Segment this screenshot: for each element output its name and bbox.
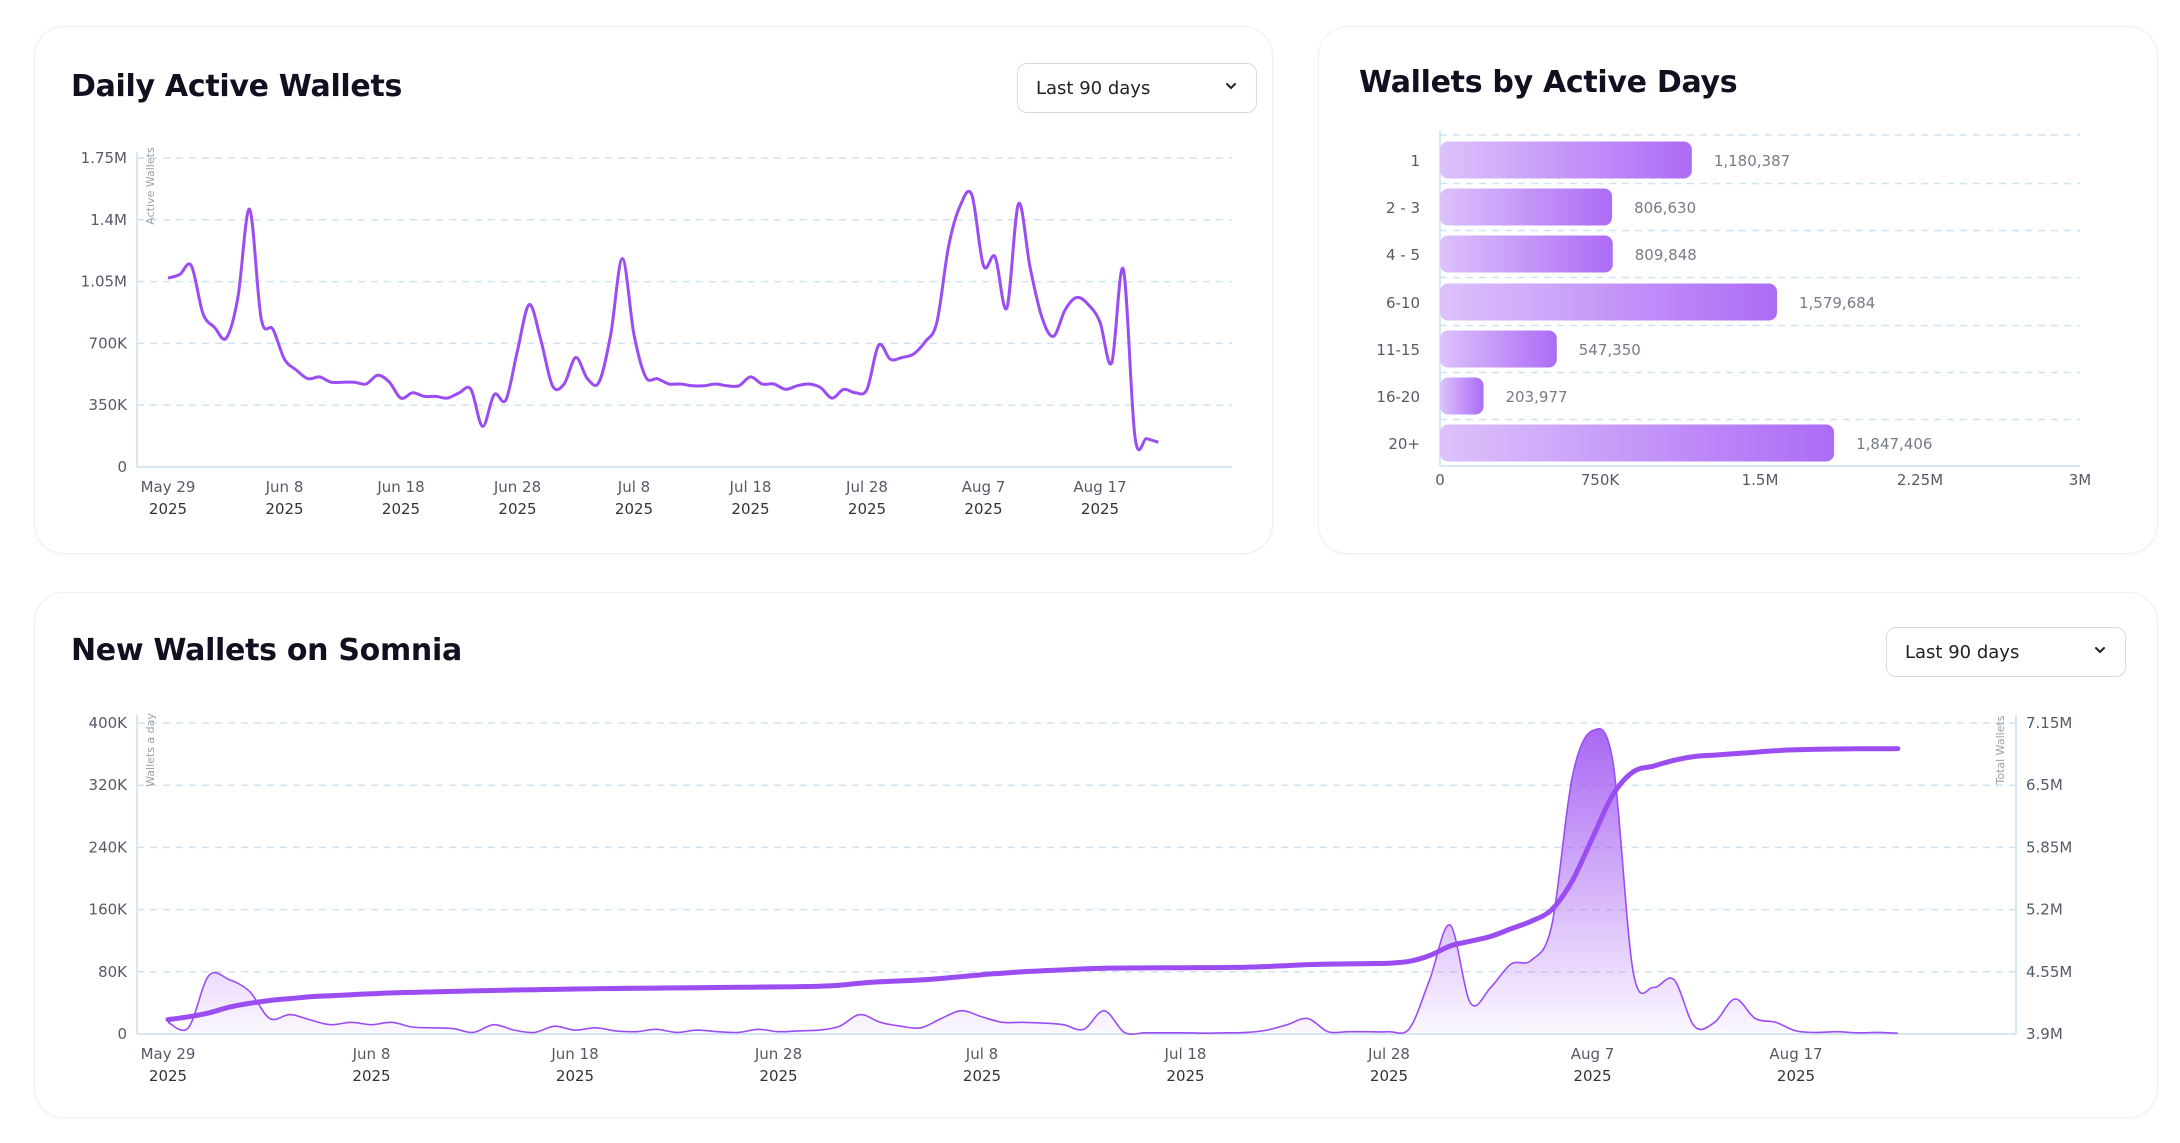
new-x-tick: Aug 7 [1571,1045,1615,1063]
new-y2-tick: 4.55M [2026,963,2072,981]
bar-category-label: 6-10 [1386,294,1420,312]
daily-y-axis-label: Active Wallets [144,147,157,225]
daily-y-tick: 1.4M [90,211,127,229]
daily-x-tick: May 29 [141,478,196,496]
new-x-tick-year: 2025 [149,1067,187,1085]
new-y-tick: 240K [89,838,129,856]
daily-x-tick: Jul 18 [729,478,772,496]
bar-category-label: 2 - 3 [1386,199,1420,217]
new-y-tick: 0 [117,1025,127,1043]
new-y2-tick: 6.5M [2026,776,2063,794]
wallets-by-active-days-title: Wallets by Active Days [1359,65,1738,100]
bar-value-label: 547,350 [1579,341,1641,359]
chevron-down-icon [2095,647,2105,653]
daily-x-tick: Jun 18 [376,478,424,496]
daily-active-wallets-title: Daily Active Wallets [71,69,403,104]
daily-x-tick: Jul 28 [845,478,888,496]
bar-value-label: 1,180,387 [1714,152,1790,170]
daily-active-wallets-line [167,189,1159,452]
bar [1440,188,1613,226]
bars-x-tick: 750K [1581,471,1621,489]
new-x-tick: Jun 8 [352,1045,391,1063]
daily-x-tick-year: 2025 [615,500,653,518]
daily-x-tick: Jun 28 [493,478,541,496]
new-x-tick-year: 2025 [556,1067,594,1085]
bar-value-label: 203,977 [1506,388,1568,406]
new-y-axis-label: Wallets a day [144,713,157,787]
daily-x-tick: Jun 8 [265,478,304,496]
new-y2-tick: 7.15M [2026,714,2072,732]
daily-active-wallets-range-select[interactable]: Last 90 days [1017,63,1257,113]
new-y-tick: 160K [89,901,129,919]
new-y2-tick: 5.85M [2026,838,2072,856]
bar [1440,330,1557,368]
new-x-tick-year: 2025 [352,1067,390,1085]
new-y2-axis-label: Total Wallets [1994,715,2007,785]
bar-value-label: 806,630 [1634,199,1696,217]
range-select-label: Last 90 days [1036,78,1151,99]
bars-x-tick: 1.5M [1742,471,1779,489]
new-x-tick-year: 2025 [1370,1067,1408,1085]
bar-category-label: 4 - 5 [1386,246,1420,264]
new-y-tick: 400K [89,714,129,732]
daily-y-tick: 700K [89,334,129,352]
bar-category-label: 11-15 [1376,341,1420,359]
new-y-tick: 320K [89,776,129,794]
total-wallets-line [165,746,1901,1023]
new-y2-tick: 3.9M [2026,1025,2063,1043]
chevron-down-icon [1226,83,1236,89]
daily-y-tick: 0 [117,458,127,476]
new-x-tick-year: 2025 [963,1067,1001,1085]
daily-x-tick-year: 2025 [149,500,187,518]
bar-value-label: 809,848 [1635,246,1697,264]
daily-x-tick-year: 2025 [731,500,769,518]
new-y2-tick: 5.2M [2026,901,2063,919]
bar [1440,377,1484,415]
new-x-tick: Jul 18 [1164,1045,1207,1063]
new-y-tick: 80K [98,963,128,981]
daily-x-tick-year: 2025 [498,500,536,518]
bar [1440,235,1613,273]
new-wallets-daily-line [167,728,1898,1035]
bar-category-label: 20+ [1388,435,1420,453]
new-wallets-range-select[interactable]: Last 90 days [1886,627,2126,677]
daily-x-tick-year: 2025 [848,500,886,518]
new-x-tick-year: 2025 [759,1067,797,1085]
daily-y-tick: 1.75M [81,149,127,167]
new-x-tick: Jul 28 [1367,1045,1410,1063]
new-wallets-title: New Wallets on Somnia [71,633,462,668]
new-x-tick-year: 2025 [1166,1067,1204,1085]
new-x-tick: Aug 17 [1769,1045,1822,1063]
daily-x-tick: Jul 8 [617,478,650,496]
bar-value-label: 1,579,684 [1799,294,1875,312]
bars-x-tick: 2.25M [1897,471,1943,489]
new-x-tick: Jun 28 [754,1045,802,1063]
bar-value-label: 1,847,406 [1856,435,1932,453]
bar [1440,424,1835,462]
daily-x-tick-year: 2025 [382,500,420,518]
new-x-tick: Jun 18 [550,1045,598,1063]
bars-x-tick: 3M [2069,471,2092,489]
daily-y-tick: 1.05M [81,273,127,291]
bars-x-tick: 0 [1435,471,1445,489]
daily-x-tick-year: 2025 [265,500,303,518]
daily-x-tick-year: 2025 [1081,500,1119,518]
bar-category-label: 1 [1410,152,1420,170]
bar [1440,141,1692,179]
bar [1440,283,1777,321]
range-select-label: Last 90 days [1905,642,2020,663]
new-x-tick: May 29 [141,1045,196,1063]
new-x-tick-year: 2025 [1777,1067,1815,1085]
daily-y-tick: 350K [89,396,129,414]
daily-x-tick: Aug 7 [962,478,1006,496]
daily-x-tick-year: 2025 [964,500,1002,518]
bar-category-label: 16-20 [1376,388,1420,406]
new-x-tick-year: 2025 [1573,1067,1611,1085]
new-x-tick: Jul 8 [965,1045,998,1063]
daily-x-tick: Aug 17 [1073,478,1126,496]
